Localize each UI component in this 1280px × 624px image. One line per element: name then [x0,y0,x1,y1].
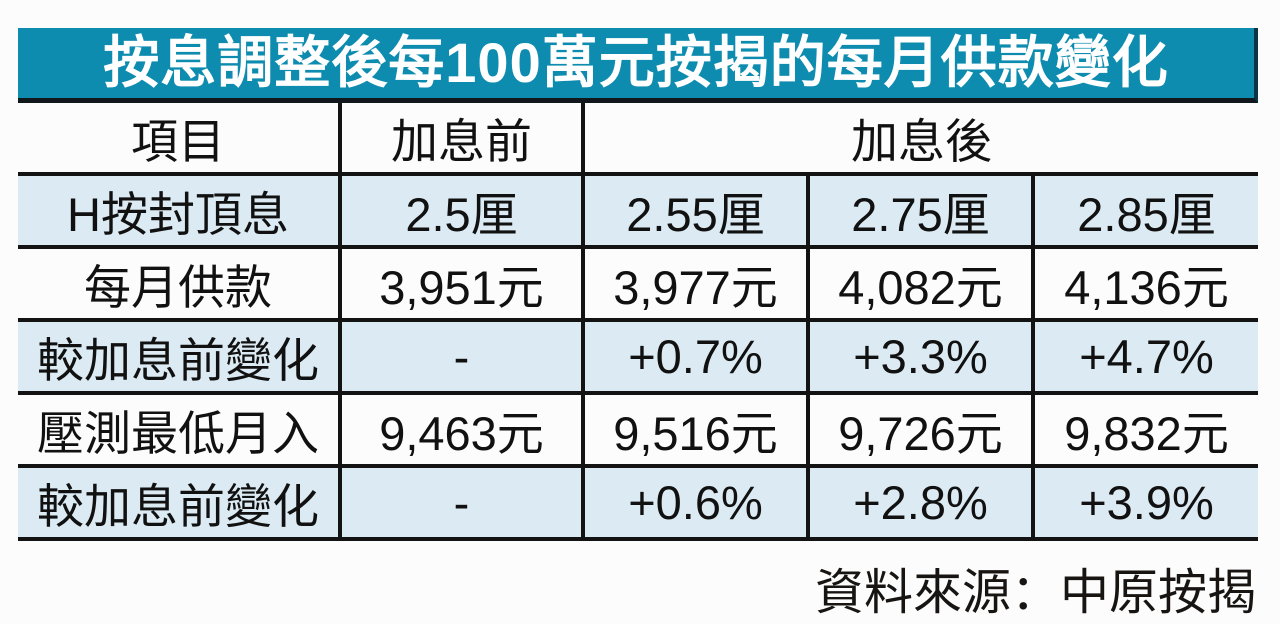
cell-before: 9,463元 [338,393,583,468]
cell-after-1: 2.55厘 [581,174,808,249]
cell-after-3: 2.85厘 [1030,174,1259,249]
cell-after-2: 9,726元 [806,393,1033,468]
cell-before: - [338,466,583,541]
table-row-monthly-payment: 每月供款 3,951元 3,977元 4,082元 4,136元 [18,247,1259,322]
cell-after-2: 2.75厘 [806,174,1033,249]
cell-before: - [338,320,583,395]
cell-before: 2.5厘 [338,174,583,249]
row-label: H按封頂息 [18,174,340,249]
mortgage-rate-infographic: 按息調整後每100萬元按揭的每月供款變化 項目 加息前 加息後 H按封頂息 2.… [18,28,1259,624]
table-header-row: 項目 加息前 加息後 [18,103,1259,176]
cell-after-1: +0.7% [581,320,808,395]
title-bar: 按息調整後每100萬元按揭的每月供款變化 [18,28,1258,103]
table-row-payment-change: 較加息前變化 - +0.7% +3.3% +4.7% [18,320,1259,395]
cell-after-1: +0.6% [581,466,808,541]
cell-after-3: 4,136元 [1030,247,1259,322]
header-item: 項目 [18,103,340,176]
mortgage-payment-table: 項目 加息前 加息後 H按封頂息 2.5厘 2.55厘 2.75厘 2.85厘 … [18,103,1259,541]
cell-after-1: 9,516元 [581,393,808,468]
row-label: 較加息前變化 [18,466,340,541]
header-before-hike: 加息前 [338,103,583,176]
table-row-income-change: 較加息前變化 - +0.6% +2.8% +3.9% [18,466,1259,541]
cell-after-2: +3.3% [806,320,1033,395]
cell-after-3: +3.9% [1030,466,1259,541]
cell-after-2: +2.8% [806,466,1033,541]
header-after-hike: 加息後 [580,103,1259,176]
cell-after-2: 4,082元 [806,247,1033,322]
row-label: 壓測最低月入 [18,393,340,468]
source-note: 資料來源：中原按揭 [814,566,1256,620]
page-title: 按息調整後每100萬元按揭的每月供款變化 [103,31,1169,94]
cell-after-3: +4.7% [1030,320,1259,395]
row-label: 較加息前變化 [18,320,340,395]
table-row-cap-rate: H按封頂息 2.5厘 2.55厘 2.75厘 2.85厘 [18,174,1259,249]
cell-before: 3,951元 [338,247,583,322]
cell-after-1: 3,977元 [581,247,808,322]
cell-after-3: 9,832元 [1030,393,1259,468]
row-label: 每月供款 [18,247,340,322]
table-row-stress-min-income: 壓測最低月入 9,463元 9,516元 9,726元 9,832元 [18,393,1259,468]
